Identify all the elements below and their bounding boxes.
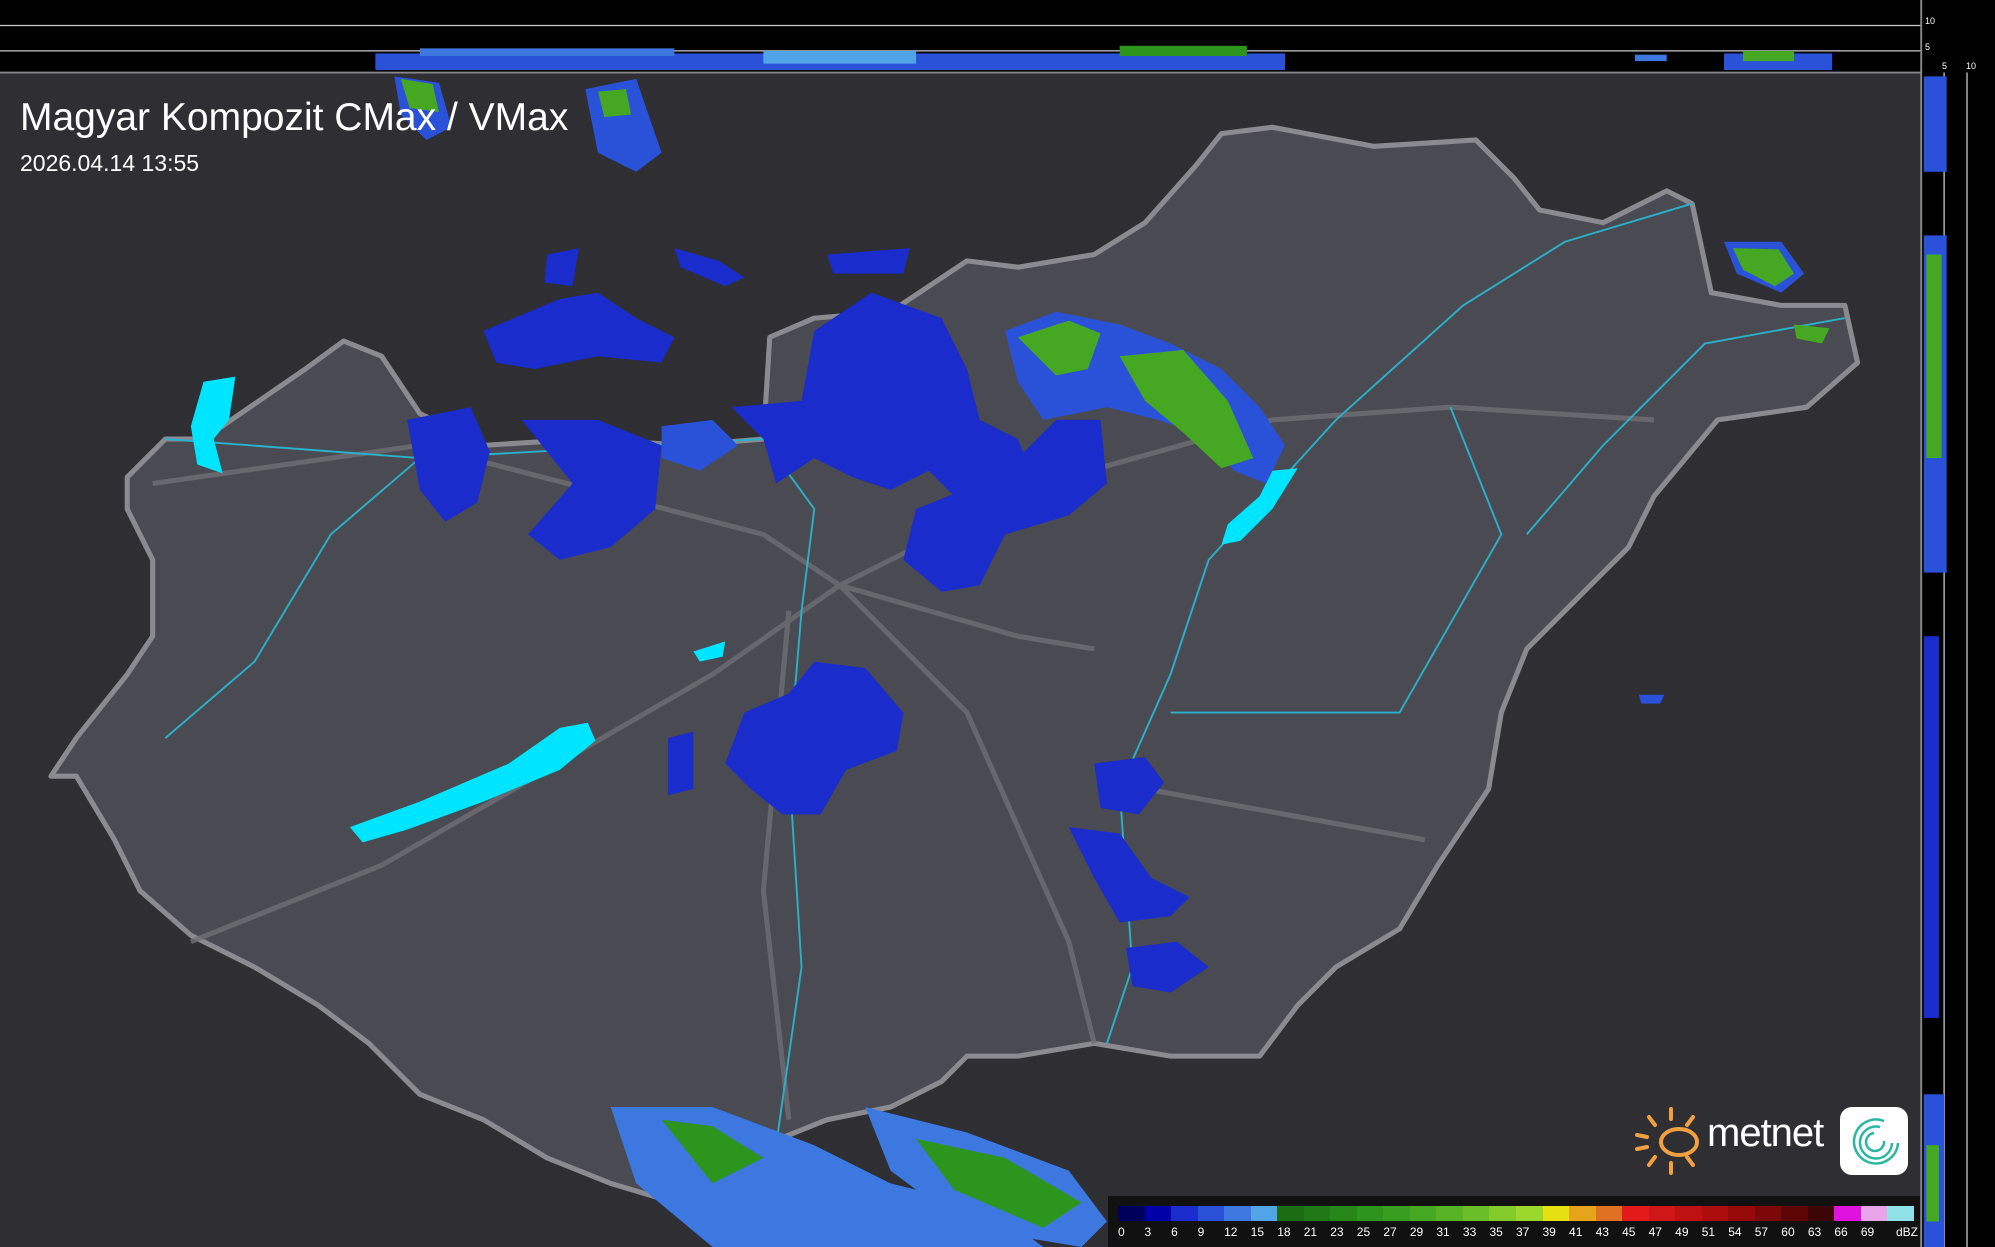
legend-swatch — [1648, 1206, 1676, 1221]
lake-neusiedl — [190, 376, 236, 474]
hungary-outline — [48, 124, 1861, 1206]
legend-label: 33 — [1462, 1225, 1477, 1239]
right-profile-echoes — [1923, 76, 1947, 1247]
legend-labels: 0 3 6 9 12 15 18 21 23 25 27 29 31 33 35 37 39 41 43 45 47 49… — [1118, 1225, 1914, 1239]
legend-label: 37 — [1515, 1225, 1530, 1239]
legend-swatch — [1860, 1206, 1888, 1221]
sun-icon — [1635, 1107, 1699, 1175]
map-timestamp: 2026.04.14 13:55 — [20, 150, 200, 176]
legend-label: 6 — [1171, 1225, 1178, 1239]
legend-label: 35 — [1489, 1225, 1503, 1239]
legend-label: 29 — [1409, 1225, 1424, 1239]
legend-label: 31 — [1436, 1225, 1450, 1239]
map-title: Magyar Kompozit CMax / VMax — [20, 96, 569, 139]
legend-swatch — [1303, 1206, 1331, 1221]
legend-label: 47 — [1648, 1225, 1662, 1239]
legend-swatch — [1409, 1206, 1437, 1221]
legend-swatch — [1436, 1206, 1463, 1221]
legend-swatch — [1197, 1206, 1225, 1221]
brand-name: metnet — [1707, 1111, 1824, 1155]
legend-swatch — [1542, 1206, 1570, 1221]
legend-swatch — [1144, 1206, 1172, 1221]
top-profile-echoes — [375, 45, 1833, 70]
legend-swatch — [1171, 1206, 1198, 1221]
radar-echoes — [394, 76, 1830, 1247]
right-profile-tick: 10 — [1966, 61, 1977, 71]
legend-label: 12 — [1224, 1225, 1238, 1239]
legend-label: 25 — [1356, 1225, 1371, 1239]
dbz-color-legend: 0 3 6 9 12 15 18 21 23 25 27 29 31 33 35 37 39 41 43 45 47 49… — [1108, 1196, 1920, 1247]
legend-label: 27 — [1383, 1225, 1397, 1239]
legend-swatch — [1675, 1206, 1702, 1221]
legend-swatch — [1781, 1206, 1808, 1221]
lake-balaton — [349, 722, 596, 843]
legend-label: 45 — [1622, 1225, 1636, 1239]
legend-label: 63 — [1807, 1225, 1822, 1239]
legend-label: 0 — [1118, 1225, 1125, 1239]
legend-label: 69 — [1860, 1225, 1875, 1239]
legend-label: 39 — [1542, 1225, 1556, 1239]
legend-swatch — [1834, 1206, 1861, 1221]
legend-swatch — [1569, 1206, 1596, 1221]
legend-color-bar — [1118, 1206, 1914, 1221]
legend-swatch — [1118, 1206, 1145, 1221]
legend-swatch — [1701, 1206, 1729, 1221]
legend-swatch — [1887, 1206, 1914, 1221]
legend-label: 54 — [1728, 1225, 1742, 1239]
legend-label: 43 — [1595, 1225, 1609, 1239]
legend-label: 23 — [1330, 1225, 1344, 1239]
legend-unit: dBZ — [1895, 1225, 1918, 1239]
top-profile-tick: 10 — [1925, 16, 1936, 26]
legend-swatch — [1754, 1206, 1782, 1221]
legend-label: 41 — [1569, 1225, 1583, 1239]
legend-swatch — [1595, 1206, 1623, 1221]
legend-swatch — [1277, 1206, 1304, 1221]
legend-label: 49 — [1675, 1225, 1689, 1239]
legend-swatch — [1807, 1206, 1835, 1221]
metnet-app-icon — [1840, 1107, 1908, 1175]
legend-swatch — [1728, 1206, 1755, 1221]
legend-label: 9 — [1197, 1225, 1205, 1239]
legend-swatch — [1462, 1206, 1490, 1221]
legend-swatch — [1515, 1206, 1543, 1221]
legend-label: 66 — [1834, 1225, 1848, 1239]
metnet-logo: metnet — [1635, 1105, 1920, 1177]
legend-swatch — [1489, 1206, 1516, 1221]
lake-tisza — [1221, 468, 1298, 545]
legend-label: 15 — [1250, 1225, 1265, 1239]
legend-label: 57 — [1754, 1225, 1769, 1239]
legend-swatch — [1224, 1206, 1251, 1221]
legend-label: 51 — [1701, 1225, 1716, 1239]
legend-label: 18 — [1277, 1225, 1291, 1239]
right-profile-tick: 5 — [1942, 61, 1948, 71]
legend-swatch — [1356, 1206, 1384, 1221]
top-profile-tick: 5 — [1925, 42, 1931, 52]
legend-swatch — [1383, 1206, 1410, 1221]
legend-label: 21 — [1303, 1225, 1318, 1239]
legend-swatch — [1250, 1206, 1278, 1221]
legend-swatch — [1622, 1206, 1649, 1221]
legend-swatch — [1330, 1206, 1357, 1221]
legend-label: 60 — [1781, 1225, 1795, 1239]
legend-label: 3 — [1144, 1225, 1152, 1239]
